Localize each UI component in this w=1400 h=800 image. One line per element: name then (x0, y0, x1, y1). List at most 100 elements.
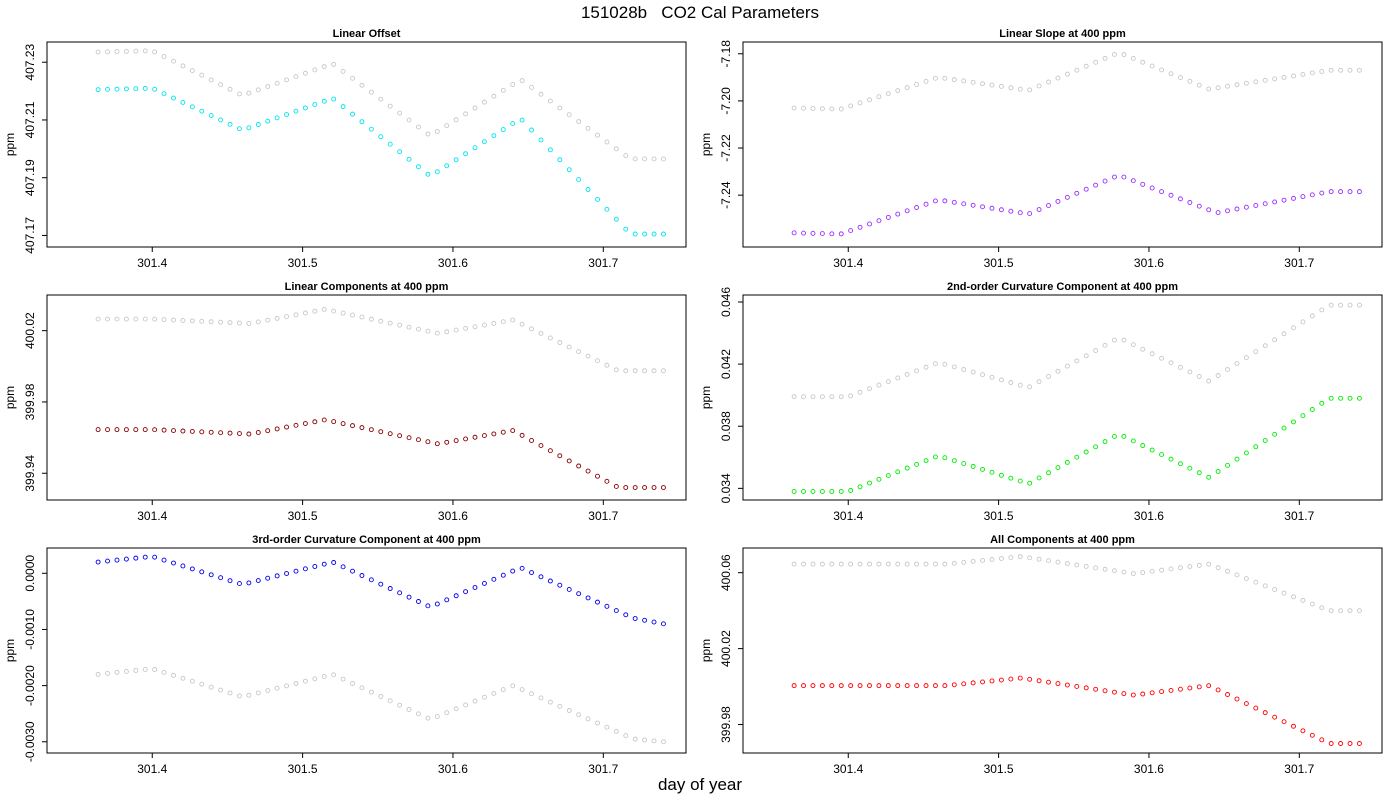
data-point (227, 690, 233, 696)
data-point (557, 340, 563, 345)
data-point (189, 566, 195, 572)
data-point (989, 678, 995, 684)
data-point (1027, 676, 1033, 682)
data-point (1281, 197, 1287, 203)
data-point (340, 676, 346, 682)
data-point (1083, 63, 1089, 69)
data-point (961, 201, 967, 207)
data-point (1356, 189, 1362, 195)
data-point (472, 324, 478, 330)
data-point (1234, 82, 1240, 88)
data-point (942, 683, 948, 689)
data-point (1168, 456, 1174, 462)
data-point (1187, 200, 1193, 205)
data-point (302, 678, 308, 684)
data-point (1008, 380, 1014, 385)
data-point (791, 394, 797, 400)
data-point (791, 105, 797, 111)
data-point (114, 427, 120, 433)
data-point (623, 368, 629, 374)
data-point (1017, 382, 1023, 388)
data-point (989, 205, 995, 211)
data-point (538, 91, 544, 97)
data-point (1356, 302, 1362, 308)
data-point (350, 568, 355, 574)
data-point (914, 683, 920, 689)
data-point (1309, 732, 1315, 738)
data-point (293, 312, 299, 318)
data-point (632, 485, 638, 490)
data-point (1046, 679, 1051, 685)
data-point (463, 111, 469, 117)
data-point (331, 96, 337, 102)
data-point (359, 425, 365, 431)
data-point (613, 367, 619, 373)
data-point (951, 560, 957, 566)
data-point (171, 428, 176, 434)
data-point (1356, 741, 1362, 746)
data-point (661, 621, 666, 627)
data-point (1102, 688, 1108, 694)
data-point (604, 603, 610, 609)
plot-frame (742, 41, 1383, 248)
data-point (1206, 207, 1212, 213)
data-point (1356, 395, 1362, 401)
data-point (1027, 555, 1033, 561)
data-point (1196, 203, 1202, 209)
data-point (1168, 566, 1174, 572)
data-point (1177, 686, 1183, 692)
data-point (321, 64, 327, 70)
data-point (378, 429, 384, 435)
data-point (970, 369, 976, 375)
data-point (500, 319, 506, 325)
data-point (1234, 456, 1240, 462)
data-point (810, 394, 816, 400)
data-point (105, 49, 110, 55)
data-point (1130, 342, 1136, 348)
data-point (970, 558, 976, 564)
data-point (1196, 82, 1202, 88)
data-point (472, 434, 478, 440)
x-tick-label: 301.5 (984, 762, 1014, 776)
data-point (632, 368, 638, 374)
data-point (1121, 337, 1127, 343)
data-point (951, 458, 957, 464)
data-point (1215, 210, 1221, 216)
data-point (1140, 59, 1146, 65)
data-point (661, 739, 666, 745)
data-point (312, 419, 318, 425)
data-point (171, 58, 176, 64)
data-point (1130, 56, 1136, 61)
data-point (989, 557, 995, 562)
data-point (453, 593, 459, 599)
data-point (819, 394, 825, 400)
data-point (406, 156, 412, 162)
data-point (1102, 342, 1108, 348)
data-point (105, 316, 110, 322)
data-point (810, 230, 816, 236)
x-tick-label: 301.4 (137, 256, 167, 270)
data-point (500, 87, 506, 93)
x-tick-label: 301.6 (438, 509, 468, 523)
data-point (557, 703, 563, 709)
data-point (1300, 319, 1306, 325)
data-point (576, 591, 582, 597)
data-point (1206, 474, 1212, 480)
data-point (576, 119, 582, 124)
data-point (857, 561, 863, 567)
data-point (1253, 705, 1259, 711)
data-point (1112, 433, 1117, 439)
data-point (1206, 683, 1212, 689)
data-point (1309, 192, 1315, 198)
data-point (848, 393, 854, 399)
data-point (1187, 78, 1193, 84)
data-point (838, 561, 844, 567)
data-point (284, 571, 290, 576)
data-point (406, 324, 412, 330)
data-point (970, 202, 976, 208)
data-point (651, 485, 657, 490)
data-point (1149, 447, 1155, 453)
data-point (838, 489, 844, 494)
data-point (218, 117, 224, 123)
x-tick-label: 301.7 (1284, 256, 1314, 270)
